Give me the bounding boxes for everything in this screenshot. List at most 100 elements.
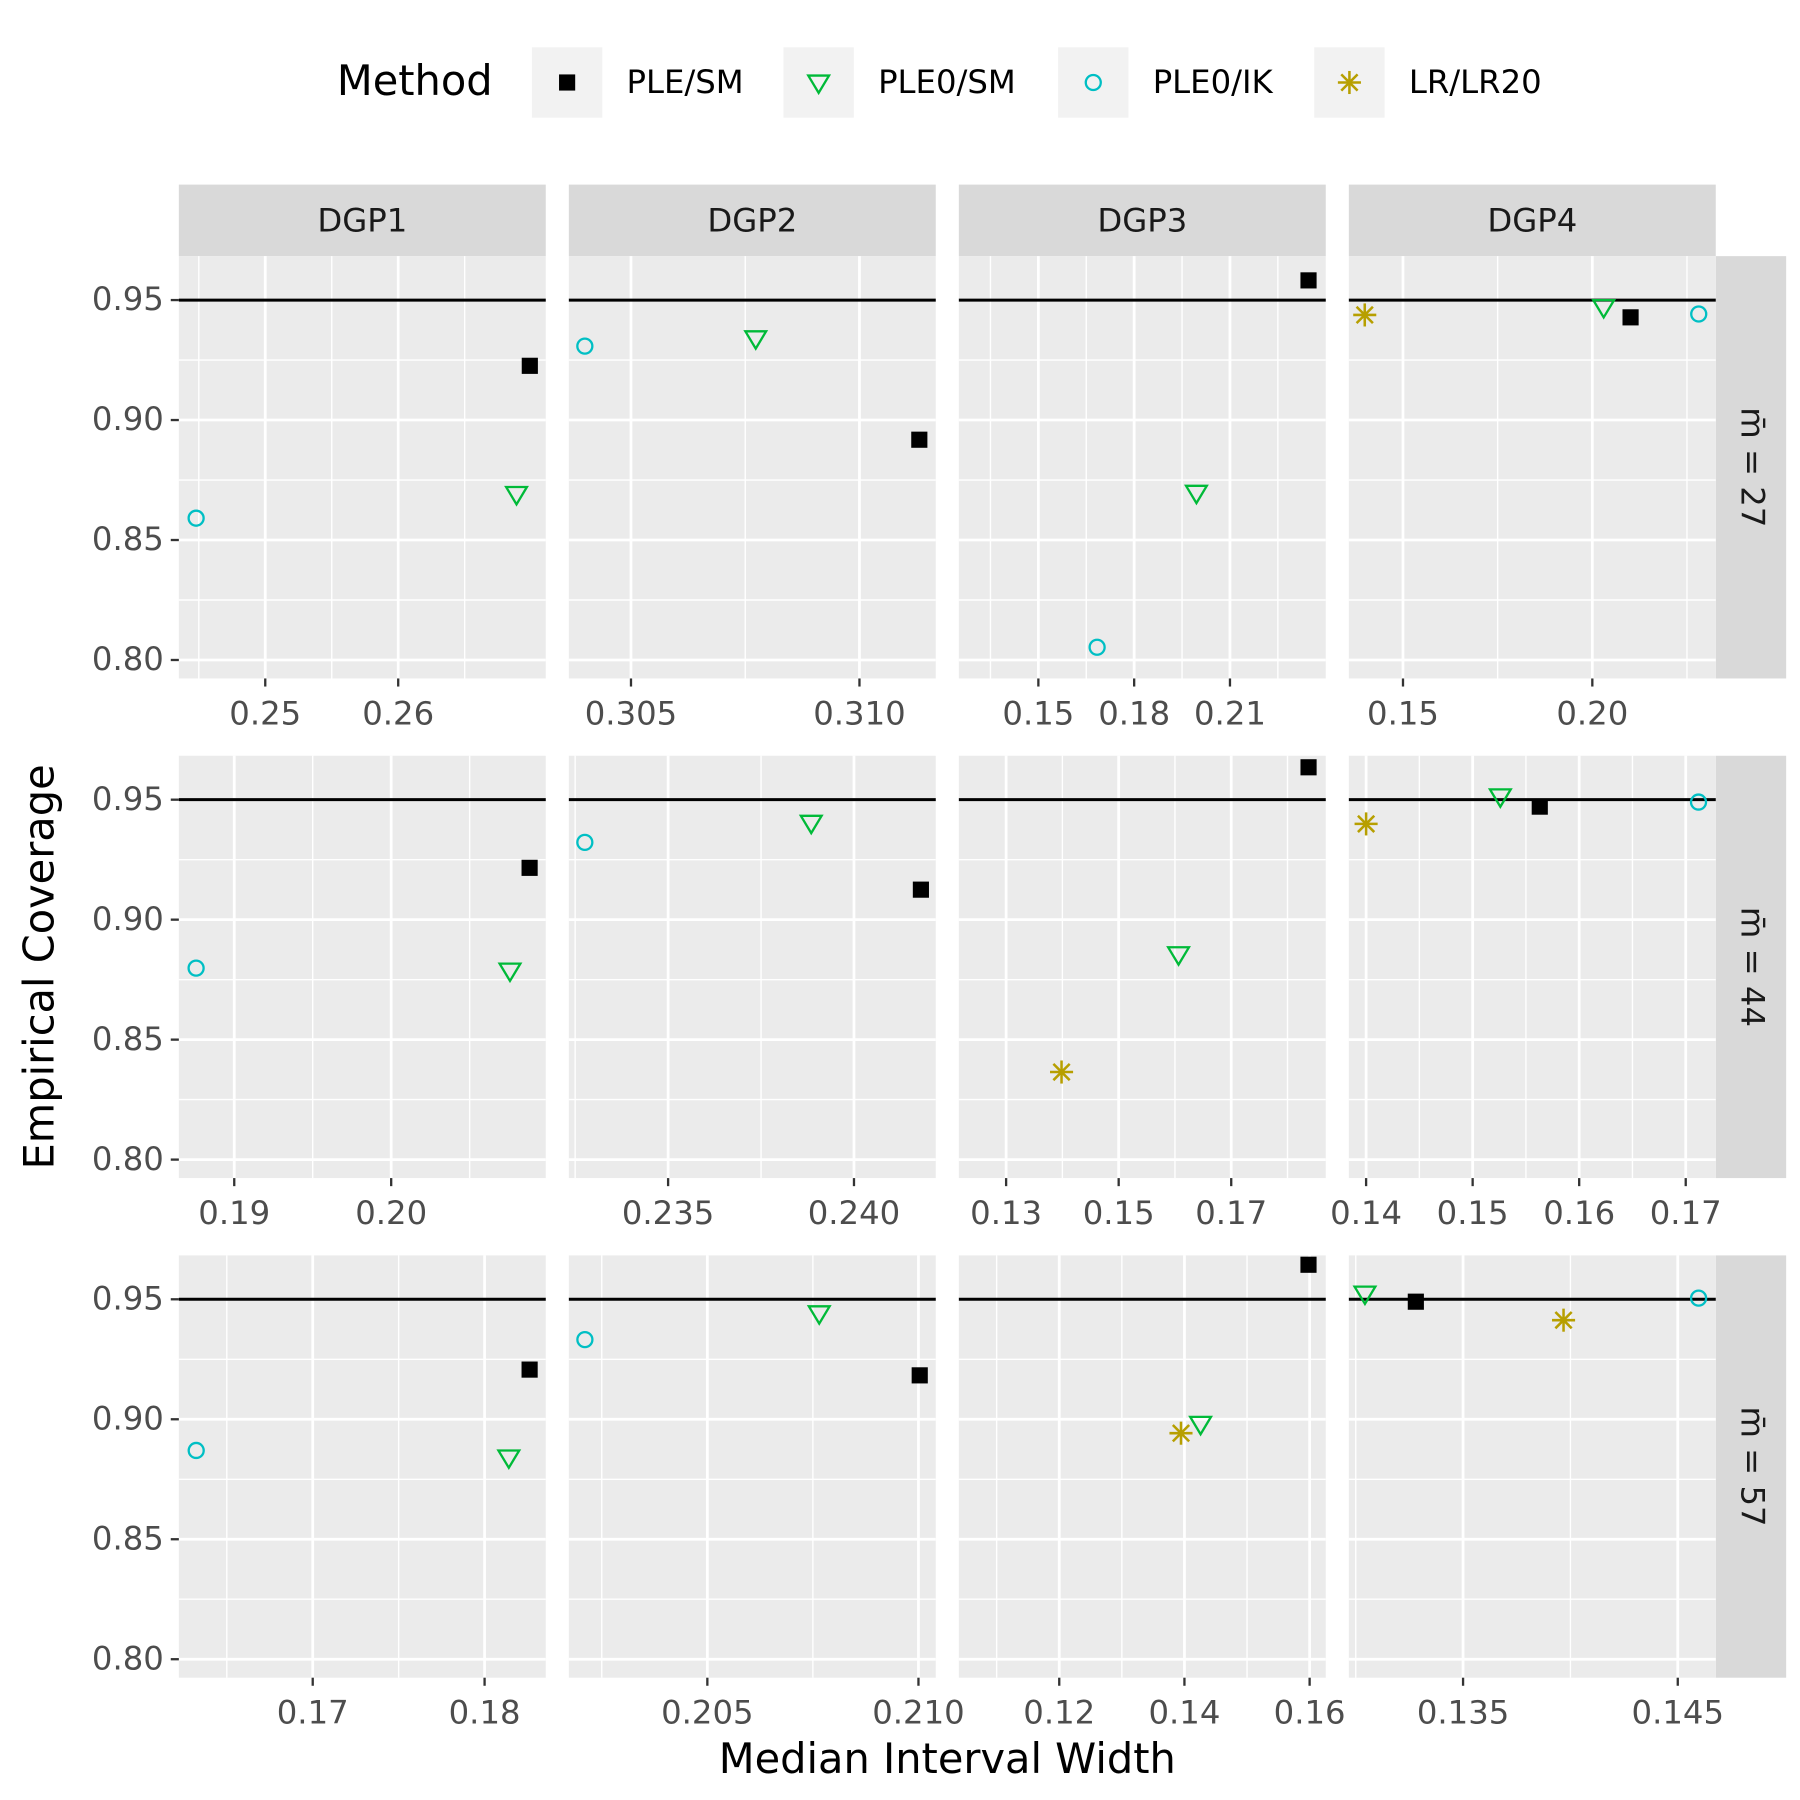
point	[1690, 305, 1708, 323]
x-tick-label: 0.15	[1437, 1194, 1509, 1232]
panel-background	[178, 256, 546, 679]
legend-key	[1058, 47, 1129, 118]
x-tick-label: 0.17	[1650, 1194, 1722, 1232]
legend-marker	[1084, 73, 1102, 92]
legend-label: PLE/SM	[627, 63, 744, 101]
panel-background	[568, 256, 936, 679]
x-tick-label: 0.14	[1148, 1694, 1220, 1732]
x-axis-title: Median Interval Width	[719, 1734, 1176, 1783]
x-tick-label: 0.18	[449, 1694, 521, 1732]
point	[1050, 1060, 1074, 1084]
point-stroke	[1357, 814, 1376, 833]
legend-marker	[806, 74, 832, 96]
y-tick-label: 0.80	[92, 1140, 164, 1178]
legend-label: LR/LR20	[1409, 63, 1542, 101]
panel-background	[178, 755, 546, 1179]
point	[521, 357, 538, 374]
point	[1487, 788, 1513, 809]
point	[576, 337, 594, 355]
panel-background	[1348, 1255, 1716, 1678]
x-tick-label: 0.310	[813, 694, 905, 732]
point	[1188, 1415, 1213, 1437]
point-stroke	[1340, 73, 1359, 92]
y-tick-label: 0.95	[92, 280, 164, 318]
y-tick-label: 0.95	[92, 1279, 164, 1317]
x-tick-label: 0.14	[1330, 1194, 1402, 1232]
x-tick-label: 0.17	[1195, 1194, 1267, 1232]
x-tick-label: 0.13	[970, 1194, 1042, 1232]
panel-background	[1348, 755, 1716, 1179]
point-stroke	[1355, 305, 1374, 324]
legend-key	[783, 47, 854, 118]
y-tick-label: 0.80	[92, 640, 164, 678]
point	[1552, 1308, 1576, 1332]
y-tick-label: 0.95	[92, 780, 164, 818]
panel-background	[958, 755, 1326, 1179]
row-strip-label: m̄ = 57	[1733, 1406, 1771, 1526]
point	[576, 1330, 594, 1349]
row-strip	[1715, 1255, 1787, 1678]
x-tick-label: 0.15	[1002, 694, 1074, 732]
panel-background	[568, 755, 936, 1179]
y-axis-title: Empirical Coverage	[15, 764, 64, 1169]
x-tick-label: 0.20	[355, 1194, 427, 1232]
legend-marker	[1337, 70, 1361, 95]
point	[576, 833, 594, 852]
x-tick-label: 0.235	[622, 1194, 714, 1232]
panel-background	[178, 1255, 546, 1678]
point	[1689, 1289, 1708, 1307]
point	[187, 1441, 205, 1460]
column-strip	[1348, 184, 1716, 257]
x-tick-label: 0.17	[277, 1694, 349, 1732]
x-tick-label: 0.15	[1083, 1194, 1155, 1232]
column-strip-label: DGP1	[317, 202, 407, 240]
y-tick-label: 0.90	[92, 900, 164, 938]
x-tick-label: 0.16	[1274, 1694, 1346, 1732]
x-tick-label: 0.18	[1098, 694, 1170, 732]
y-tick-label: 0.80	[92, 1639, 164, 1677]
column-strip-label: DGP2	[707, 202, 797, 240]
y-tick-label: 0.85	[92, 1519, 164, 1557]
legend-title: Method	[337, 56, 493, 105]
point	[1354, 812, 1378, 836]
point	[911, 431, 928, 448]
point	[1300, 759, 1317, 776]
x-tick-label: 0.20	[1556, 694, 1628, 732]
x-tick-label: 0.240	[808, 1194, 900, 1232]
point	[497, 962, 523, 984]
y-tick-label: 0.90	[92, 1399, 164, 1437]
column-strip-label: DGP3	[1097, 202, 1187, 240]
point	[187, 959, 205, 977]
panel-background	[1348, 256, 1716, 679]
point	[521, 859, 538, 876]
legend-marker	[559, 74, 576, 91]
point	[1407, 1293, 1424, 1310]
x-tick-label: 0.135	[1417, 1694, 1509, 1732]
column-strip	[178, 184, 546, 257]
y-tick-label: 0.85	[92, 1020, 164, 1058]
x-tick-label: 0.15	[1367, 694, 1439, 732]
point	[1353, 303, 1377, 327]
row-strip-label: m̄ = 27	[1733, 407, 1771, 527]
panel-background	[958, 256, 1326, 679]
point	[1169, 1421, 1193, 1445]
column-strip	[568, 184, 936, 257]
point	[1184, 484, 1209, 506]
point	[1088, 638, 1106, 656]
column-strip	[958, 184, 1326, 257]
point	[911, 1367, 928, 1384]
x-tick-label: 0.12	[1023, 1694, 1095, 1732]
point	[521, 1361, 538, 1378]
panel-background	[958, 1255, 1326, 1678]
x-tick-label: 0.210	[872, 1694, 964, 1732]
point	[504, 485, 529, 507]
x-tick-label: 0.16	[1543, 1194, 1615, 1232]
point	[743, 330, 769, 351]
point	[1622, 309, 1639, 326]
point	[806, 1305, 832, 1326]
point	[1352, 1285, 1378, 1307]
column-strip-label: DGP4	[1487, 202, 1577, 240]
point	[1689, 793, 1708, 811]
x-tick-label: 0.305	[585, 694, 677, 732]
